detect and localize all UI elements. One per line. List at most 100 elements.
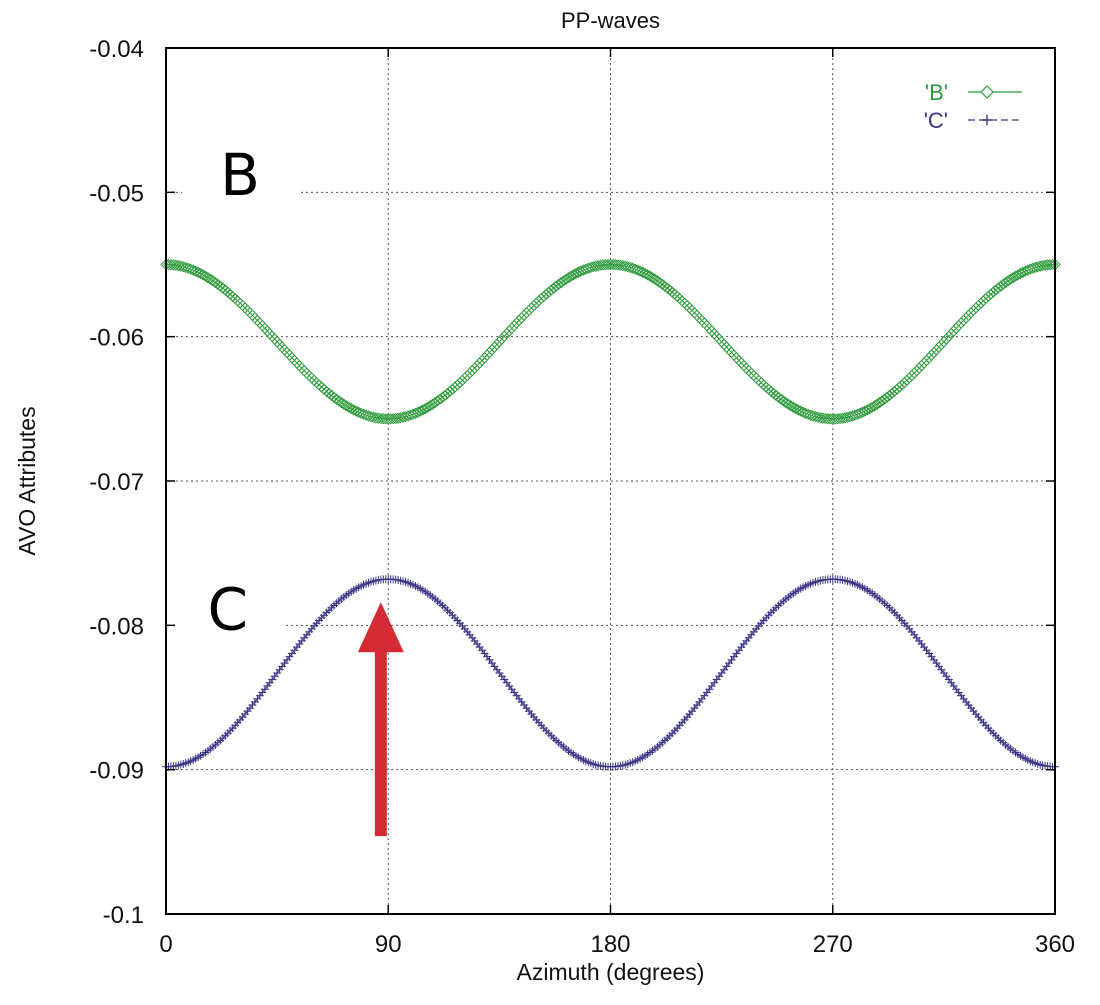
data-point: [646, 272, 659, 284]
data-point: [602, 258, 614, 271]
data-point: [377, 413, 389, 425]
data-point: [1032, 261, 1044, 273]
data-point: [997, 278, 1009, 290]
data-point: [587, 261, 599, 273]
data-point: [785, 400, 797, 412]
y-tick-label: -0.05: [89, 180, 144, 207]
data-point: [444, 385, 456, 397]
y-tick-label: -0.06: [89, 325, 144, 352]
data-point: [985, 288, 997, 300]
data-point: [543, 286, 555, 298]
data-point: [982, 290, 994, 302]
data-point: [607, 258, 619, 271]
data-point: [197, 269, 209, 281]
axis-ticks: 0 90 180 270 360 -0.04 -0.05 -0.06 -0.07 -0.08 -0.…: [89, 36, 1075, 958]
data-point: [881, 391, 893, 403]
series-b: [160, 258, 1061, 425]
data-point: [649, 273, 661, 285]
data-point: [1029, 261, 1041, 274]
annotation-backdrop: [169, 579, 286, 642]
data-point: [992, 282, 1004, 294]
data-point: [883, 389, 896, 401]
data-point: [340, 400, 352, 412]
series-layer: [160, 258, 1061, 771]
data-point: [644, 270, 656, 282]
annotation-layer: BC: [169, 141, 404, 837]
data-point: [417, 404, 429, 416]
data-point: [557, 275, 570, 287]
data-point: [891, 383, 903, 395]
data-point: [567, 269, 580, 281]
data-point: [338, 398, 350, 410]
annotation-backdrop: [182, 145, 299, 208]
data-point: [392, 412, 404, 424]
data-point: [787, 401, 799, 413]
data-point: [856, 406, 869, 418]
data-point: [562, 272, 575, 284]
data-point: [604, 258, 617, 271]
data-point: [987, 286, 999, 298]
data-point: [995, 280, 1007, 292]
data-point: [888, 385, 901, 397]
data-point: [609, 259, 622, 271]
data-point: [167, 259, 180, 271]
legend-label: 'B': [925, 80, 948, 105]
arrow-shaft: [374, 650, 387, 837]
data-point: [565, 270, 577, 282]
data-point: [548, 282, 560, 294]
data-point: [545, 284, 557, 296]
data-point: [854, 407, 866, 419]
data-point: [372, 412, 385, 424]
data-point: [432, 395, 444, 407]
data-point: [864, 402, 876, 415]
legend-marker: [980, 85, 994, 99]
data-point: [375, 412, 387, 425]
data-point: [436, 391, 449, 403]
data-point: [170, 259, 182, 271]
data-point: [871, 398, 883, 410]
data-point: [345, 402, 357, 415]
x-tick-label: 360: [1035, 931, 1075, 958]
data-point: [165, 259, 177, 271]
data-point: [822, 413, 834, 425]
data-point: [775, 393, 787, 405]
data-point: [1044, 259, 1056, 271]
legend-label: 'C': [924, 108, 948, 133]
data-point: [817, 412, 829, 424]
data-point: [641, 269, 654, 281]
data-point: [409, 407, 422, 419]
y-tick-label: -0.04: [89, 36, 144, 63]
data-point: [560, 273, 572, 285]
data-point: [1007, 272, 1019, 284]
data-point: [777, 395, 789, 407]
x-tick-label: 0: [159, 931, 172, 958]
data-point: [836, 412, 849, 424]
annotation-label-b: B: [220, 141, 260, 209]
data-point: [434, 393, 446, 405]
series-c: [162, 575, 1059, 771]
data-point: [370, 412, 382, 424]
data-point: [790, 402, 802, 415]
data-point: [859, 405, 871, 417]
data-point: [782, 398, 794, 410]
data-point: [839, 412, 851, 424]
data-point: [636, 266, 649, 278]
legend: 'B' 'C': [924, 80, 1022, 133]
data-point: [538, 290, 550, 302]
data-point: [540, 288, 552, 300]
y-tick-label: -0.09: [89, 758, 144, 785]
data-point: [1014, 267, 1027, 280]
data-point: [192, 266, 204, 278]
series-line: [165, 263, 1056, 420]
data-point: [429, 396, 441, 409]
data-point: [612, 259, 624, 271]
y-tick-label: -0.1: [103, 902, 144, 929]
y-tick-label: -0.08: [89, 613, 144, 640]
data-point: [343, 401, 355, 413]
data-point: [199, 270, 212, 282]
data-point: [1012, 269, 1024, 281]
data-point: [990, 284, 1002, 296]
data-point: [330, 393, 343, 405]
